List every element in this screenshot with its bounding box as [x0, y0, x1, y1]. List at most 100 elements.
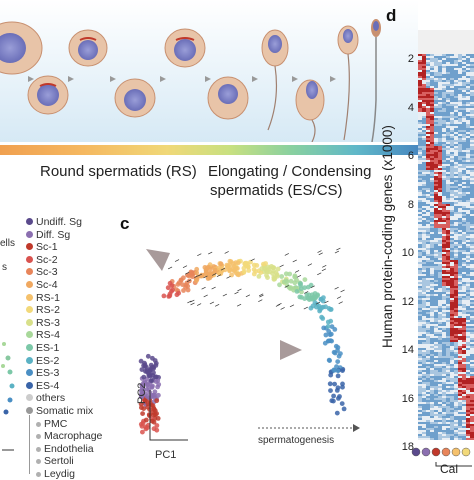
heatmap-cell [422, 128, 427, 131]
heatmap-cell [450, 252, 455, 255]
heatmap-cell [438, 154, 443, 157]
heatmap-cell [422, 256, 427, 259]
heatmap-cell [426, 50, 431, 53]
heatmap-cell [418, 376, 423, 379]
heatmap-cell [422, 258, 427, 261]
panel-letter-c: c [120, 214, 130, 233]
heatmap-cell [442, 230, 447, 233]
heatmap-cell [430, 162, 435, 165]
heatmap-cell [434, 140, 439, 143]
heatmap-cell [426, 52, 431, 55]
heatmap-cell [454, 358, 459, 361]
heatmap-cell [442, 368, 447, 371]
heatmap-cell [450, 338, 455, 341]
cell-point [149, 378, 154, 383]
heatmap-cell [446, 416, 451, 419]
heatmap-cell [470, 346, 474, 349]
heatmap-cell [462, 246, 467, 249]
heatmap-cell [422, 438, 427, 441]
heatmap-cell [430, 374, 435, 377]
heatmap-cell [426, 252, 431, 255]
heatmap-cell [434, 144, 439, 147]
heatmap-cell [418, 210, 423, 213]
heatmap-cell [422, 336, 427, 339]
heatmap-cell [470, 36, 474, 39]
heatmap-cell [418, 240, 423, 243]
heatmap-cell [454, 78, 459, 81]
heatmap-cell [426, 54, 431, 57]
heatmap-cell [442, 302, 447, 305]
heatmap-cell [442, 300, 447, 303]
heatmap-cell [466, 148, 471, 151]
heatmap-cell [422, 348, 427, 351]
heatmap-cell [466, 364, 471, 367]
legend-item: Sc-4 [26, 279, 58, 291]
heatmap-cell [430, 180, 435, 183]
heatmap-cell [438, 98, 443, 101]
heatmap-cell [466, 424, 471, 427]
heatmap-cell [434, 336, 439, 339]
heatmap-cell [458, 120, 463, 123]
heatmap-cell [458, 336, 463, 339]
heatmap-cell [418, 212, 423, 215]
heatmap-cell [446, 138, 451, 141]
heatmap-cell [450, 88, 455, 91]
heatmap-cell [442, 236, 447, 239]
heatmap-cell [454, 366, 459, 369]
heatmap-cell [462, 396, 467, 399]
heatmap-cell [454, 280, 459, 283]
heatmap-cell [450, 322, 455, 325]
heatmap-cell [454, 228, 459, 231]
heatmap-cell [434, 80, 439, 83]
heatmap-cell [426, 158, 431, 161]
heatmap-cell [466, 200, 471, 203]
heatmap-cell [422, 100, 427, 103]
heatmap-cell [470, 432, 474, 435]
heatmap-cell [422, 304, 427, 307]
heatmap-cell [434, 52, 439, 55]
heatmap-cell [426, 172, 431, 175]
heatmap-cell [430, 174, 435, 177]
heatmap-cell [458, 56, 463, 59]
heatmap-cell [470, 200, 474, 203]
heatmap-cell [430, 380, 435, 383]
heatmap-cell [422, 286, 427, 289]
heatmap-cell [422, 114, 427, 117]
heatmap-cell [454, 164, 459, 167]
heatmap-cell [454, 66, 459, 69]
heatmap-cell [442, 80, 447, 83]
velocity-arrow [334, 250, 340, 254]
heatmap-cell [418, 402, 423, 405]
heatmap-cell [446, 294, 451, 297]
heatmap-cell [466, 220, 471, 223]
heatmap-cell [422, 372, 427, 375]
heatmap-cell [422, 276, 427, 279]
heatmap-cell [450, 384, 455, 387]
heatmap-cell [462, 152, 467, 155]
heatmap-cell [434, 232, 439, 235]
heatmap-cell [430, 364, 435, 367]
heatmap-cell [422, 278, 427, 281]
cell-point [277, 282, 282, 288]
heatmap-cell [438, 366, 443, 369]
heatmap-cell [426, 322, 431, 325]
heatmap-cell [454, 242, 459, 245]
heatmap-cell [466, 382, 471, 385]
cell-point [308, 282, 314, 288]
panel-d-y-axis-label: Human protein-coding genes (x1000) [380, 125, 395, 348]
heatmap-cell [442, 190, 447, 193]
heatmap-cell [450, 166, 455, 169]
heatmap-cell [426, 114, 431, 117]
heatmap-cell [458, 276, 463, 279]
heatmap-cell [422, 230, 427, 233]
heatmap-cell [458, 130, 463, 133]
heatmap-cell [438, 180, 443, 183]
heatmap-cell [466, 360, 471, 363]
heatmap-cell [450, 224, 455, 227]
heatmap-cell [454, 312, 459, 315]
heatmap-cell [422, 38, 427, 41]
heatmap-cell [454, 116, 459, 119]
heatmap-cell [418, 80, 423, 83]
heatmap-cell [438, 322, 443, 325]
heatmap-cell [462, 438, 467, 441]
